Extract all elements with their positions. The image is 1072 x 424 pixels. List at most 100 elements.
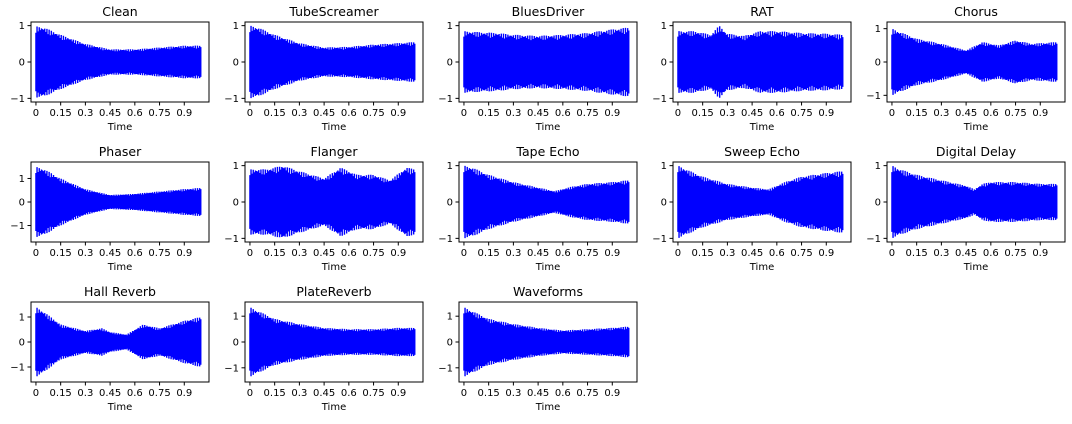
y-tick-label: −1: [10, 94, 25, 105]
x-axis-label: Time: [535, 262, 560, 273]
x-tick-label: 0.45: [313, 388, 335, 399]
x-tick-label: 0.75: [362, 388, 384, 399]
subplot-title: Digital Delay: [936, 144, 1017, 159]
x-tick-label: 0.3: [505, 388, 521, 399]
x-tick-label: 0.6: [341, 248, 357, 259]
x-axis-label: Time: [107, 262, 132, 273]
x-tick-label: 0.3: [505, 108, 521, 119]
subplot-title: PlateReverb: [296, 284, 371, 299]
y-tick-label: −1: [438, 94, 453, 105]
y-tick-label: 0: [447, 198, 453, 209]
x-tick-label: 0.6: [341, 108, 357, 119]
x-tick-label: 0.15: [478, 248, 500, 259]
subplot-title: Clean: [102, 4, 137, 19]
y-tick-label: 1: [447, 21, 453, 32]
y-tick-label: 1: [447, 161, 453, 172]
y-tick-label: 1: [447, 312, 453, 323]
y-tick-label: −1: [10, 363, 25, 374]
subplot-7: Tape Echo 0 0.15 0.3 0.45 0.6 0.75 0.9 −1 0 1 Time: [438, 144, 638, 273]
y-tick-label: −1: [224, 94, 239, 105]
y-tick-label: 0: [19, 58, 25, 69]
x-tick-label: 0.6: [983, 108, 999, 119]
x-tick-label: 0.3: [77, 248, 93, 259]
subplot-8: Sweep Echo 0 0.15 0.3 0.45 0.6 0.75 0.9 −1 0 1 Time: [652, 144, 852, 273]
x-tick-label: 0: [675, 108, 681, 119]
x-tick-label: 0.9: [818, 248, 834, 259]
x-tick-label: 0.9: [818, 108, 834, 119]
x-tick-label: 0.6: [769, 248, 785, 259]
x-tick-label: 0.15: [50, 248, 72, 259]
y-tick-label: −1: [438, 363, 453, 374]
subplot-title: Tape Echo: [515, 144, 579, 159]
x-tick-label: 0.15: [906, 248, 928, 259]
x-tick-label: 0.6: [127, 108, 143, 119]
x-axis-label: Time: [963, 122, 988, 133]
x-tick-label: 0.75: [362, 248, 384, 259]
x-tick-label: 0.45: [99, 108, 121, 119]
y-tick-label: −1: [866, 91, 881, 102]
y-tick-label: 1: [661, 161, 667, 172]
y-tick-label: 0: [875, 58, 881, 69]
x-tick-label: 0.75: [362, 108, 384, 119]
y-tick-label: −1: [866, 234, 881, 245]
x-tick-label: 0.75: [1004, 108, 1026, 119]
x-tick-label: 0.45: [955, 248, 977, 259]
y-tick-label: 1: [19, 174, 25, 185]
waveform-envelope-fill: [35, 322, 201, 362]
x-tick-label: 0.3: [933, 108, 949, 119]
x-tick-label: 0: [461, 248, 467, 259]
subplot-title: Phaser: [99, 144, 142, 159]
x-tick-label: 0.3: [77, 388, 93, 399]
x-tick-label: 0.6: [127, 388, 143, 399]
x-tick-label: 0.75: [790, 108, 812, 119]
x-tick-label: 0.3: [505, 248, 521, 259]
waveform-envelope-fill: [249, 322, 415, 362]
subplot-6: Flanger 0 0.15 0.3 0.45 0.6 0.75 0.9 −1 0 1 Time: [224, 144, 424, 273]
x-tick-label: 0.75: [790, 248, 812, 259]
y-tick-label: 1: [875, 24, 881, 35]
x-tick-label: 0.45: [527, 388, 549, 399]
subplot-title: Hall Reverb: [84, 284, 156, 299]
subplot-title: BluesDriver: [512, 4, 585, 19]
x-tick-label: 0.9: [604, 108, 620, 119]
x-tick-label: 0.15: [692, 108, 714, 119]
x-tick-label: 0.3: [933, 248, 949, 259]
x-axis-label: Time: [963, 262, 988, 273]
x-tick-label: 0.75: [1004, 248, 1026, 259]
subplot-title: Sweep Echo: [724, 144, 800, 159]
x-tick-label: 0.3: [291, 388, 307, 399]
y-tick-label: 0: [19, 198, 25, 209]
x-tick-label: 0: [889, 108, 895, 119]
y-tick-label: −1: [438, 234, 453, 245]
waveform-envelope-fill: [891, 43, 1057, 81]
x-axis-label: Time: [107, 402, 132, 413]
x-tick-label: 0: [461, 388, 467, 399]
x-tick-label: 0.9: [1032, 248, 1048, 259]
subplot-title: TubeScreamer: [288, 4, 379, 19]
x-tick-label: 0.75: [148, 108, 170, 119]
x-tick-label: 0.15: [264, 388, 286, 399]
subplot-title: RAT: [750, 4, 774, 19]
x-tick-label: 0.6: [555, 108, 571, 119]
x-tick-label: 0.6: [983, 248, 999, 259]
x-tick-label: 0.9: [390, 248, 406, 259]
y-tick-label: 0: [447, 58, 453, 69]
y-tick-label: 1: [233, 21, 239, 32]
x-axis-label: Time: [535, 122, 560, 133]
y-tick-label: −1: [652, 234, 667, 245]
x-tick-label: 0.3: [291, 248, 307, 259]
y-tick-label: 1: [661, 21, 667, 32]
x-axis-label: Time: [321, 122, 346, 133]
y-tick-label: 1: [19, 313, 25, 324]
y-tick-label: 0: [661, 198, 667, 209]
x-tick-label: 0.6: [769, 108, 785, 119]
x-tick-label: 0.3: [719, 248, 735, 259]
subplot-3: RAT 0 0.15 0.3 0.45 0.6 0.75 0.9 −1 0 1 Time: [652, 4, 852, 133]
y-tick-label: 1: [19, 21, 25, 32]
x-tick-label: 0.3: [291, 108, 307, 119]
subplot-9: Digital Delay 0 0.15 0.3 0.45 0.6 0.75 0.9 −1 0 1 T…: [866, 144, 1066, 273]
x-tick-label: 0.15: [50, 108, 72, 119]
x-tick-label: 0.45: [527, 248, 549, 259]
x-axis-label: Time: [749, 262, 774, 273]
x-tick-label: 0.45: [741, 108, 763, 119]
